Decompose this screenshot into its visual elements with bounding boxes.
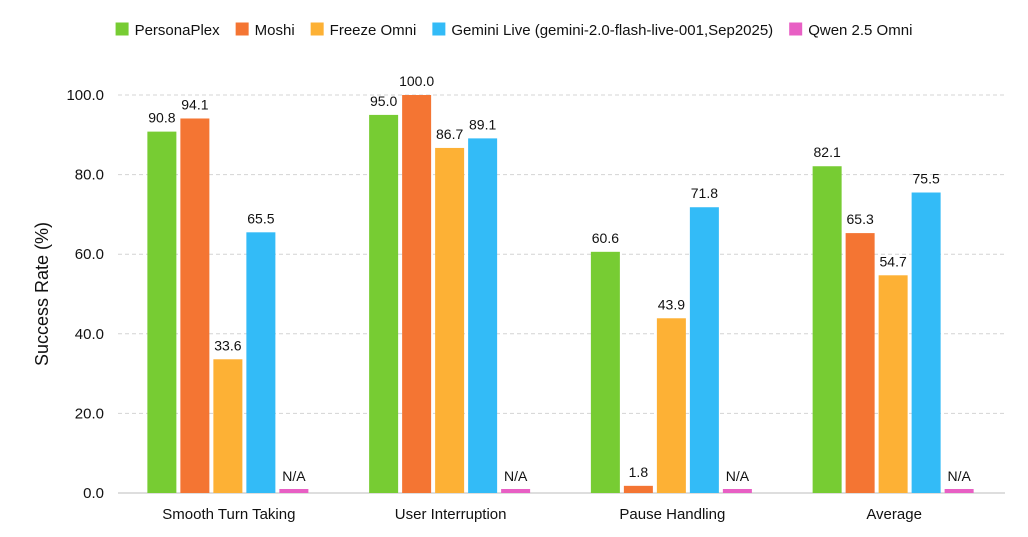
x-tick-label: Average (866, 506, 922, 523)
y-tick-label: 100.0 (66, 87, 104, 104)
bar-na-marker (501, 489, 531, 493)
x-tick-label: Pause Handling (619, 506, 725, 523)
data-label: 65.5 (247, 210, 274, 226)
data-label: N/A (282, 468, 306, 484)
legend-swatch (235, 22, 249, 36)
data-label: 60.6 (592, 230, 619, 246)
y-tick-label: 80.0 (75, 167, 104, 184)
bar (878, 275, 908, 493)
bar (656, 318, 686, 493)
data-label: N/A (504, 468, 528, 484)
bar-na-marker (722, 489, 752, 493)
data-label: 71.8 (691, 185, 718, 201)
bar (246, 232, 276, 493)
y-tick-label: 20.0 (75, 405, 104, 422)
bar (812, 166, 842, 493)
bar-na-marker (279, 489, 309, 493)
data-label: 75.5 (913, 171, 940, 187)
data-label: 95.0 (370, 93, 397, 109)
data-label: N/A (947, 468, 971, 484)
data-label: 82.1 (814, 144, 841, 160)
bar (689, 207, 719, 493)
data-label: 86.7 (436, 126, 463, 142)
legend-swatch (310, 22, 324, 36)
bar (845, 233, 875, 493)
bar (180, 118, 210, 494)
x-tick-label: User Interruption (395, 506, 507, 523)
bar (435, 147, 465, 493)
bar (147, 131, 177, 493)
bar (623, 485, 653, 493)
bar-na-marker (944, 489, 974, 493)
legend-label: Moshi (255, 22, 295, 39)
data-label: 90.8 (148, 110, 175, 126)
data-label: 54.7 (880, 253, 907, 269)
y-tick-label: 40.0 (75, 326, 104, 343)
y-axis-title: Success Rate (%) (32, 222, 52, 366)
data-label: 33.6 (214, 337, 241, 353)
legend-swatch (115, 22, 129, 36)
data-label: 43.9 (658, 296, 685, 312)
x-tick-label: Smooth Turn Taking (162, 506, 295, 523)
bar (213, 359, 243, 493)
legend-label: PersonaPlex (135, 22, 221, 39)
data-label: 65.3 (847, 211, 874, 227)
legend-label: Freeze Omni (330, 22, 417, 39)
bar (911, 192, 941, 493)
bar (468, 138, 498, 493)
legend-swatch (432, 22, 446, 36)
data-label: 100.0 (399, 73, 434, 89)
legend-label: Gemini Live (gemini-2.0-flash-live-001,S… (451, 22, 773, 39)
data-label: N/A (726, 468, 750, 484)
bar (590, 251, 620, 493)
data-label: 89.1 (469, 116, 496, 132)
bar (369, 114, 399, 494)
y-tick-label: 0.0 (83, 485, 104, 502)
legend-label: Qwen 2.5 Omni (808, 22, 912, 39)
y-tick-label: 60.0 (75, 246, 104, 263)
data-label: 1.8 (629, 464, 649, 480)
legend-swatch (789, 22, 803, 36)
bar (402, 95, 432, 493)
data-label: 94.1 (181, 96, 208, 112)
